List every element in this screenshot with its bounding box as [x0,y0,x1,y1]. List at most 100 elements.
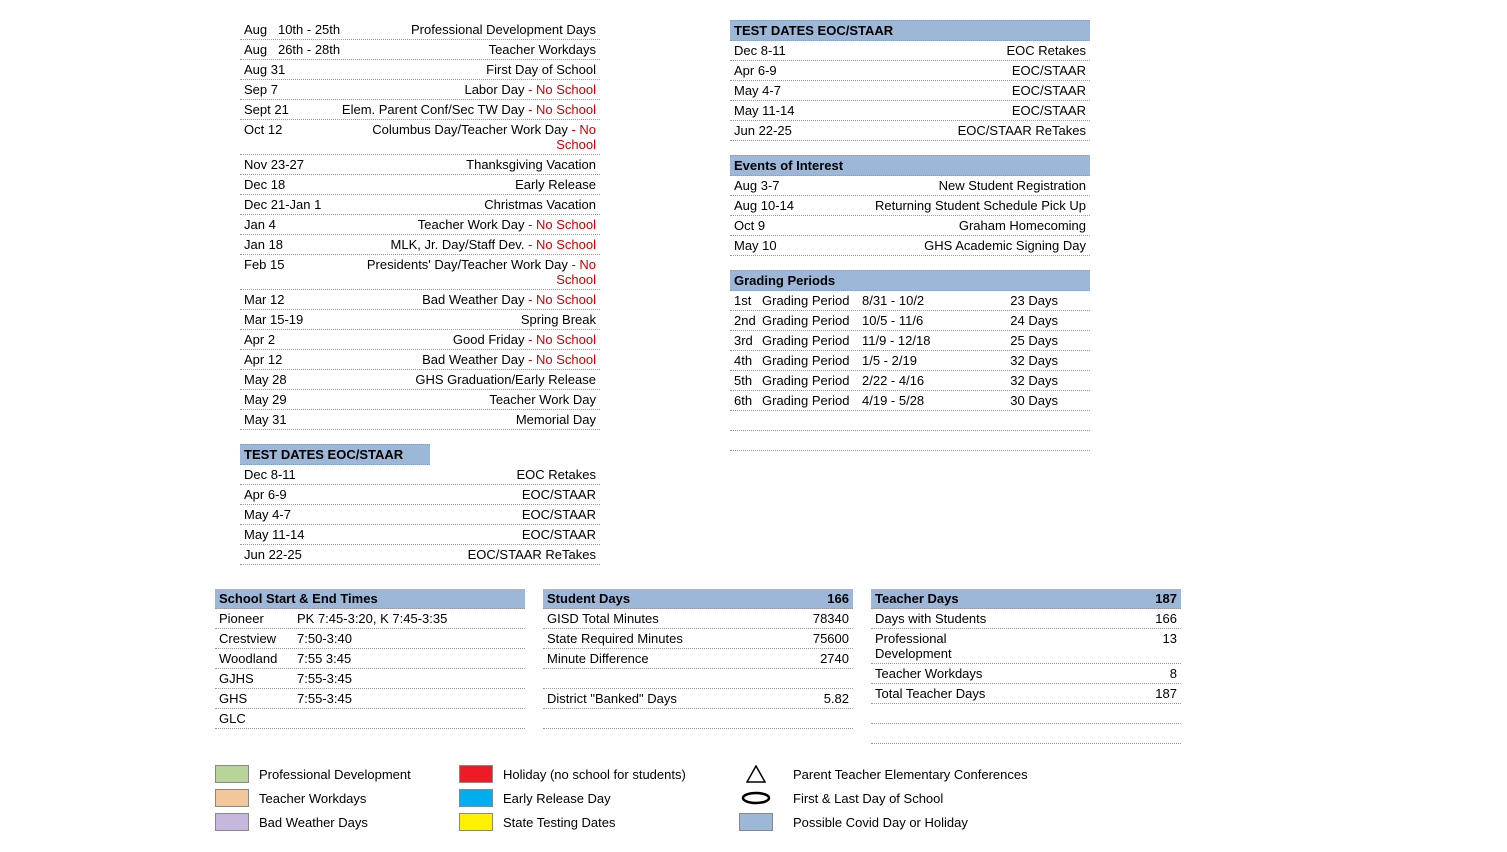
event-date: Feb 15 [244,257,334,287]
row-date: Aug 3-7 [734,178,824,193]
event-desc: Bad Weather Day - No School [334,292,596,307]
legend-row: Bad Weather DaysState Testing DatesPossi… [215,812,1487,832]
event-date: Dec 18 [244,177,334,192]
legend: Professional DevelopmentHoliday (no scho… [20,764,1487,832]
event-date: May 31 [244,412,334,427]
row-date: Dec 8-11 [244,467,334,482]
no-school-text: - No School [524,292,596,307]
event-date: Aug 10th - 25th [244,22,340,37]
event-date: Mar 15-19 [244,312,334,327]
row-desc: Returning Student Schedule Pick Up [824,198,1086,213]
row-desc: EOC/STAAR [824,103,1086,118]
teacher-days-row [871,704,1181,724]
metric-label: Total Teacher Days [875,686,1026,701]
row-date: May 11-14 [244,527,334,542]
table-row: Oct 9Graham Homecoming [730,216,1090,236]
row-desc: EOC/STAAR ReTakes [334,547,596,562]
calendar-row: Mar 15-19Spring Break [240,310,600,330]
gp-num: 2nd [734,313,762,328]
school-times-row: GLC [215,709,525,729]
legend-swatch [215,789,249,807]
row-date: Oct 9 [734,218,824,233]
gp-num: 5th [734,373,762,388]
calendar-row: Sep 7Labor Day - No School [240,80,600,100]
grading-period-row: 2ndGrading Period10/5 - 11/624 Days [730,311,1090,331]
legend-row: Teacher WorkdaysEarly Release DayFirst &… [215,788,1487,808]
school-name: GHS [219,691,297,706]
teacher-days-row: Professional Development13 [871,629,1181,664]
student-days: Student Days 166 GISD Total Minutes78340… [543,589,853,744]
event-date: Sept 21 [244,102,334,117]
legend-label: State Testing Dates [503,815,616,830]
event-desc: Teacher Workdays [340,42,596,57]
school-times-row: PioneerPK 7:45-3:20, K 7:45-3:35 [215,609,525,629]
table-row: Jun 22-25EOC/STAAR ReTakes [730,121,1090,141]
legend-row: Professional DevelopmentHoliday (no scho… [215,764,1487,784]
calendar-row: Sept 21Elem. Parent Conf/Sec TW Day - No… [240,100,600,120]
metric-label: Days with Students [875,611,1026,626]
gp-label: Grading Period [762,333,862,348]
gp-dates: 1/5 - 2/19 [862,353,957,368]
legend-swatch [459,765,493,783]
no-school-text: - No School [524,332,596,347]
school-times: 7:55-3:45 [297,691,521,706]
table-row: May 11-14EOC/STAAR [730,101,1090,121]
calendar-row: May 28GHS Graduation/Early Release [240,370,600,390]
table-row: May 10GHS Academic Signing Day [730,236,1090,256]
event-date: Aug 31 [244,62,334,77]
school-times-row: Crestview7:50-3:40 [215,629,525,649]
start-end-times: School Start & End Times PioneerPK 7:45-… [215,589,525,744]
calendar-row: Jan 4Teacher Work Day - No School [240,215,600,235]
metric-label: State Required Minutes [547,631,698,646]
event-date: Sep 7 [244,82,334,97]
student-days-row: State Required Minutes75600 [543,629,853,649]
student-days-row [543,669,853,689]
gp-num: 6th [734,393,762,408]
gp-days: 32 Days [957,353,1086,368]
gp-dates: 10/5 - 11/6 [862,313,957,328]
school-name: Woodland [219,651,297,666]
school-times-row: GHS7:55-3:45 [215,689,525,709]
teacher-days-row: Teacher Workdays8 [871,664,1181,684]
gp-days: 30 Days [957,393,1086,408]
calendar-row: Apr 12Bad Weather Day - No School [240,350,600,370]
legend-label: Bad Weather Days [259,815,459,830]
table-row: Aug 3-7New Student Registration [730,176,1090,196]
school-name: GJHS [219,671,297,686]
row-date: Apr 6-9 [244,487,334,502]
event-desc: Professional Development Days [340,22,596,37]
school-name: Crestview [219,631,297,646]
event-desc: MLK, Jr. Day/Staff Dev. - No School [334,237,596,252]
gp-label: Grading Period [762,393,862,408]
row-date: May 10 [734,238,824,253]
metric-value: 166 [1026,611,1177,626]
teacher-days-title: Teacher Days [875,591,1155,606]
calendar-row: May 29Teacher Work Day [240,390,600,410]
metric-label: GISD Total Minutes [547,611,698,626]
event-date: Oct 12 [244,122,334,152]
table-row: May 4-7EOC/STAAR [240,505,600,525]
metric-value: 2740 [698,651,849,666]
row-desc: EOC Retakes [334,467,596,482]
calendar-row: Dec 21-Jan 1Christmas Vacation [240,195,600,215]
gp-dates: 11/9 - 12/18 [862,333,957,348]
student-days-title: Student Days [547,591,827,606]
event-desc: Teacher Work Day [334,392,596,407]
calendar-row: May 31Memorial Day [240,410,600,430]
calendar-row: Jan 18MLK, Jr. Day/Staff Dev. - No Schoo… [240,235,600,255]
row-desc: Graham Homecoming [824,218,1086,233]
calendar-row: Aug 10th - 25thProfessional Development … [240,20,600,40]
gp-label: Grading Period [762,313,862,328]
legend-label: Professional Development [259,767,459,782]
start-end-title: School Start & End Times [219,591,521,606]
row-desc: New Student Registration [824,178,1086,193]
table-row: Dec 8-11EOC Retakes [240,465,600,485]
no-school-text: - No School [524,217,596,232]
school-times: 7:55 3:45 [297,651,521,666]
event-date: Apr 2 [244,332,334,347]
grading-period-row: 1stGrading Period8/31 - 10/223 Days [730,291,1090,311]
event-desc: Elem. Parent Conf/Sec TW Day - No School [334,102,596,117]
event-desc: Memorial Day [334,412,596,427]
info-column: TEST DATES EOC/STAAR Dec 8-11EOC Retakes… [730,20,1090,565]
triangle-icon [739,765,773,783]
